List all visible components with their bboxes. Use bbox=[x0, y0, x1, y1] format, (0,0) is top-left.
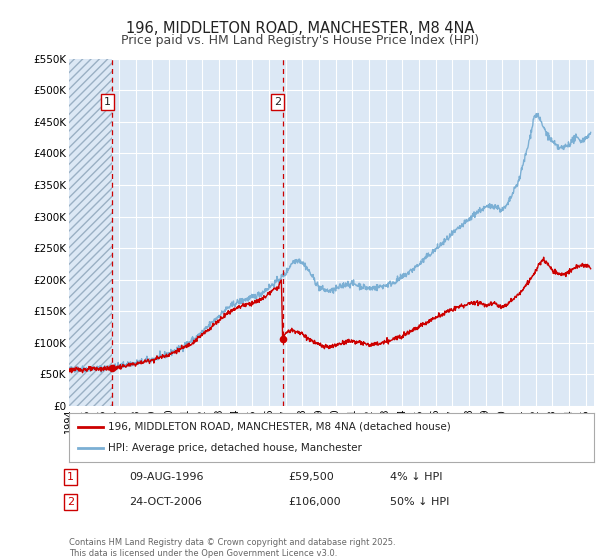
Text: 50% ↓ HPI: 50% ↓ HPI bbox=[390, 497, 449, 507]
Text: Price paid vs. HM Land Registry's House Price Index (HPI): Price paid vs. HM Land Registry's House … bbox=[121, 34, 479, 46]
Text: 196, MIDDLETON ROAD, MANCHESTER, M8 4NA: 196, MIDDLETON ROAD, MANCHESTER, M8 4NA bbox=[126, 21, 474, 36]
Text: £106,000: £106,000 bbox=[288, 497, 341, 507]
Text: 1: 1 bbox=[67, 472, 74, 482]
Bar bbox=[69, 59, 112, 406]
Text: 4% ↓ HPI: 4% ↓ HPI bbox=[390, 472, 443, 482]
Text: HPI: Average price, detached house, Manchester: HPI: Average price, detached house, Manc… bbox=[109, 443, 362, 453]
Text: 2: 2 bbox=[274, 97, 281, 107]
Text: 196, MIDDLETON ROAD, MANCHESTER, M8 4NA (detached house): 196, MIDDLETON ROAD, MANCHESTER, M8 4NA … bbox=[109, 422, 451, 432]
Text: 1: 1 bbox=[104, 97, 111, 107]
Text: Contains HM Land Registry data © Crown copyright and database right 2025.
This d: Contains HM Land Registry data © Crown c… bbox=[69, 538, 395, 558]
Text: 09-AUG-1996: 09-AUG-1996 bbox=[129, 472, 203, 482]
Text: 24-OCT-2006: 24-OCT-2006 bbox=[129, 497, 202, 507]
Text: £59,500: £59,500 bbox=[288, 472, 334, 482]
Text: 2: 2 bbox=[67, 497, 74, 507]
